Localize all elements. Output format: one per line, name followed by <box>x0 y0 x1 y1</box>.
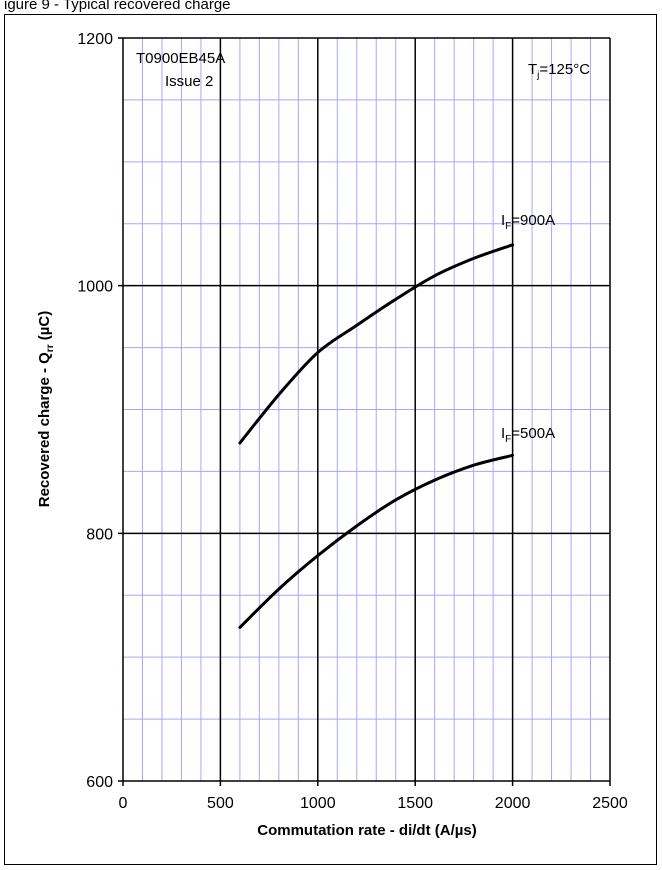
minor-grid <box>123 38 610 781</box>
y-tick-label: 1200 <box>77 31 113 48</box>
part-number-label: T0900EB45A <box>136 50 225 67</box>
temperature-label: Tj=125°C <box>528 61 590 81</box>
x-tick-label: 2500 <box>592 795 628 812</box>
major-grid <box>118 38 610 786</box>
y-tick-label: 600 <box>86 774 113 791</box>
x-tick-label: 1500 <box>397 795 433 812</box>
x-axis-label: Commutation rate - di/dt (A/µs) <box>257 822 476 839</box>
y-tick-label: 1000 <box>77 279 113 296</box>
series-label-if-900a: IF=900A <box>501 212 555 232</box>
y-axis-label: Recovered charge - Qrr (µC) <box>36 311 56 508</box>
issue-label: Issue 2 <box>165 73 213 90</box>
x-tick-label: 0 <box>119 795 128 812</box>
x-tick-label: 500 <box>207 795 234 812</box>
series-label-if-500a: IF=500A <box>501 425 555 445</box>
tick-labels: 0 500 1000 1500 2000 2500 600 800 1000 1200 <box>77 31 627 812</box>
x-tick-label: 1000 <box>300 795 336 812</box>
x-tick-label: 2000 <box>495 795 531 812</box>
y-tick-label: 800 <box>86 526 113 543</box>
